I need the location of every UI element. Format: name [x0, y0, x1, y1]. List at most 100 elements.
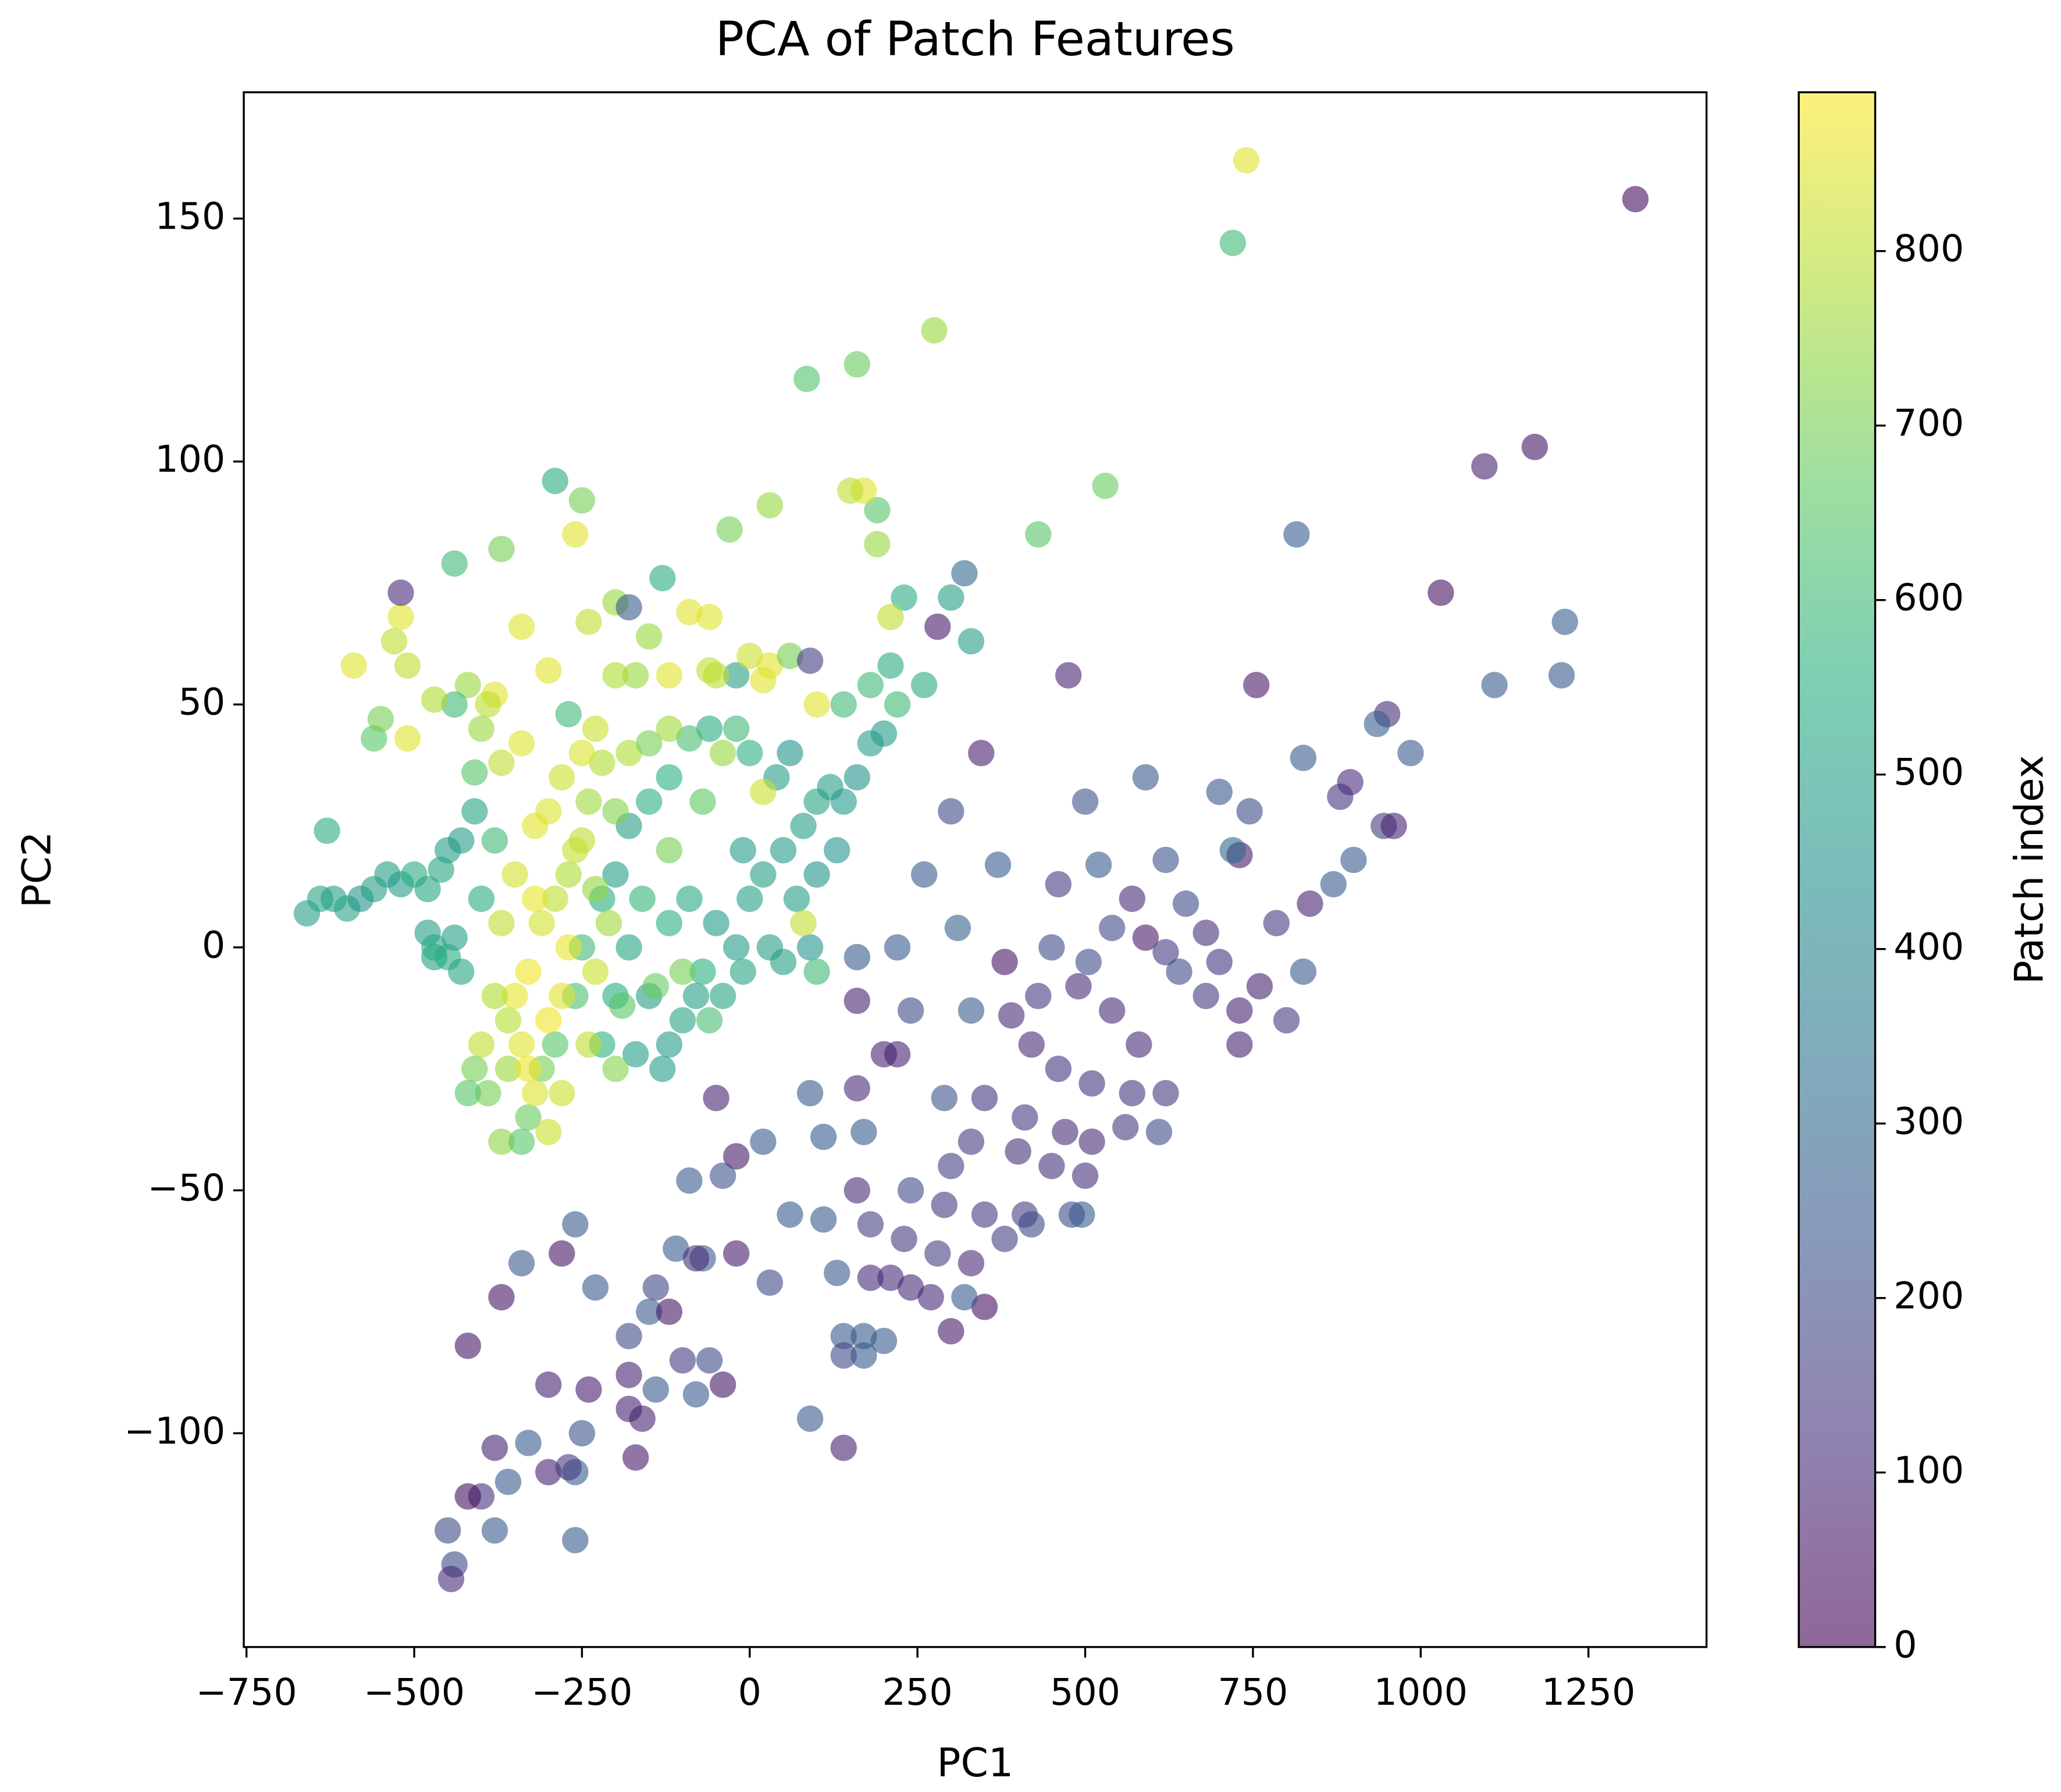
- colorbar-tick-label: 300: [1893, 1099, 1964, 1142]
- point: [971, 1085, 998, 1111]
- point: [1099, 914, 1126, 942]
- point: [938, 584, 964, 611]
- point: [535, 1459, 562, 1485]
- point: [562, 1211, 589, 1238]
- point: [870, 720, 898, 747]
- point: [555, 701, 582, 728]
- point: [911, 672, 938, 699]
- point: [636, 788, 663, 815]
- point: [850, 1342, 877, 1369]
- point: [481, 1434, 508, 1461]
- point: [911, 861, 938, 888]
- point: [1038, 1153, 1065, 1180]
- point: [750, 667, 777, 694]
- point: [522, 1080, 549, 1107]
- point: [615, 1362, 642, 1388]
- point: [629, 885, 656, 912]
- point: [723, 1143, 750, 1170]
- point: [710, 1371, 736, 1398]
- point: [622, 1444, 649, 1471]
- colorbar-tick-label: 0: [1893, 1623, 1917, 1666]
- point: [703, 910, 729, 936]
- point: [454, 1333, 481, 1359]
- point: [602, 798, 629, 825]
- point: [696, 604, 723, 630]
- point: [1038, 934, 1065, 961]
- point: [689, 958, 716, 985]
- point: [864, 530, 891, 558]
- point: [998, 1002, 1025, 1029]
- point: [796, 1080, 824, 1107]
- x-tick-label: 1000: [1374, 1670, 1468, 1713]
- point: [1025, 521, 1052, 548]
- point: [468, 715, 495, 742]
- colorbar-tick-label: 400: [1893, 925, 1964, 968]
- point: [494, 1007, 522, 1034]
- point: [656, 1298, 683, 1326]
- point: [750, 778, 777, 806]
- point: [790, 910, 817, 936]
- point: [710, 982, 736, 1010]
- point: [1219, 229, 1246, 256]
- point: [1219, 837, 1246, 864]
- point: [897, 1274, 924, 1301]
- point: [796, 647, 824, 674]
- point: [1340, 846, 1367, 874]
- point: [582, 1274, 609, 1301]
- point: [957, 997, 985, 1024]
- point: [824, 1259, 850, 1287]
- point: [864, 497, 891, 523]
- point: [1075, 949, 1102, 975]
- point: [669, 1007, 696, 1034]
- point: [696, 715, 723, 742]
- point: [488, 749, 515, 776]
- point: [756, 1269, 784, 1296]
- point: [857, 1264, 884, 1291]
- point: [1233, 147, 1260, 174]
- point: [957, 1250, 985, 1277]
- point: [1263, 910, 1290, 936]
- point: [528, 910, 555, 936]
- point: [575, 608, 602, 635]
- x-axis-label: PC1: [937, 1740, 1014, 1786]
- point: [790, 813, 817, 839]
- point: [421, 686, 448, 713]
- point: [857, 672, 884, 699]
- point: [1551, 608, 1578, 635]
- point: [750, 861, 777, 888]
- point: [1193, 982, 1219, 1010]
- point: [830, 691, 857, 718]
- point: [971, 1294, 998, 1320]
- point: [542, 468, 568, 494]
- point: [696, 1347, 723, 1374]
- point: [1521, 433, 1548, 461]
- point: [843, 1177, 871, 1204]
- point: [1145, 1118, 1173, 1145]
- point: [1548, 662, 1575, 689]
- point: [877, 604, 904, 630]
- point: [736, 642, 763, 669]
- point: [951, 1284, 978, 1310]
- point: [938, 798, 964, 825]
- point: [602, 1056, 629, 1082]
- colorbar-tick-label: 800: [1893, 227, 1964, 270]
- point: [1428, 579, 1454, 606]
- point: [824, 837, 850, 864]
- point: [508, 1250, 535, 1277]
- point: [622, 662, 649, 689]
- point: [636, 1298, 663, 1326]
- point: [314, 817, 340, 845]
- point: [843, 351, 871, 378]
- point: [649, 1056, 676, 1082]
- point: [682, 1245, 710, 1272]
- point: [367, 706, 394, 732]
- point: [481, 982, 508, 1010]
- point: [1152, 939, 1179, 966]
- point: [622, 1041, 649, 1068]
- point: [448, 958, 475, 985]
- point: [676, 885, 703, 912]
- point: [830, 1342, 857, 1369]
- point: [340, 652, 367, 679]
- point: [1018, 1211, 1045, 1238]
- point: [1052, 1118, 1078, 1145]
